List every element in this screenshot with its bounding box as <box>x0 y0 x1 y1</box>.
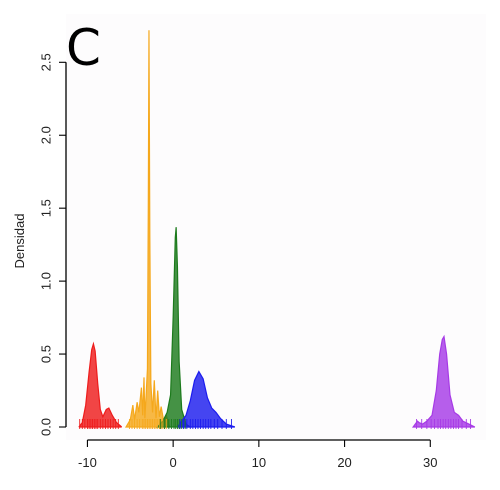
x-tick-label: 10 <box>252 455 266 470</box>
x-axis-ticks: -10 0 10 20 30 <box>78 440 438 470</box>
series-layer <box>78 30 476 428</box>
panel-letter: C <box>66 19 101 77</box>
y-tick-label: 2.5 <box>39 53 54 71</box>
rug-layer <box>79 419 472 429</box>
density-area-4 <box>411 334 476 428</box>
density-area-0 <box>78 341 123 428</box>
y-axis-label: Densidad <box>12 214 27 269</box>
plot-background <box>66 14 486 440</box>
density-area-3 <box>176 370 236 428</box>
x-tick-label: 0 <box>170 455 177 470</box>
x-tick-label: -10 <box>78 455 97 470</box>
y-tick-label: 1.0 <box>39 272 54 290</box>
y-tick-label: 1.5 <box>39 199 54 217</box>
y-tick-label: 0.0 <box>39 418 54 436</box>
plot-area <box>66 14 486 440</box>
y-axis-ticks: 0.0 0.5 1.0 1.5 2.0 2.5 <box>39 53 66 436</box>
y-tick-label: 2.0 <box>39 126 54 144</box>
density-area-1 <box>124 30 171 428</box>
x-tick-label: 20 <box>337 455 351 470</box>
y-tick-label: 0.5 <box>39 345 54 363</box>
x-tick-label: 30 <box>423 455 437 470</box>
